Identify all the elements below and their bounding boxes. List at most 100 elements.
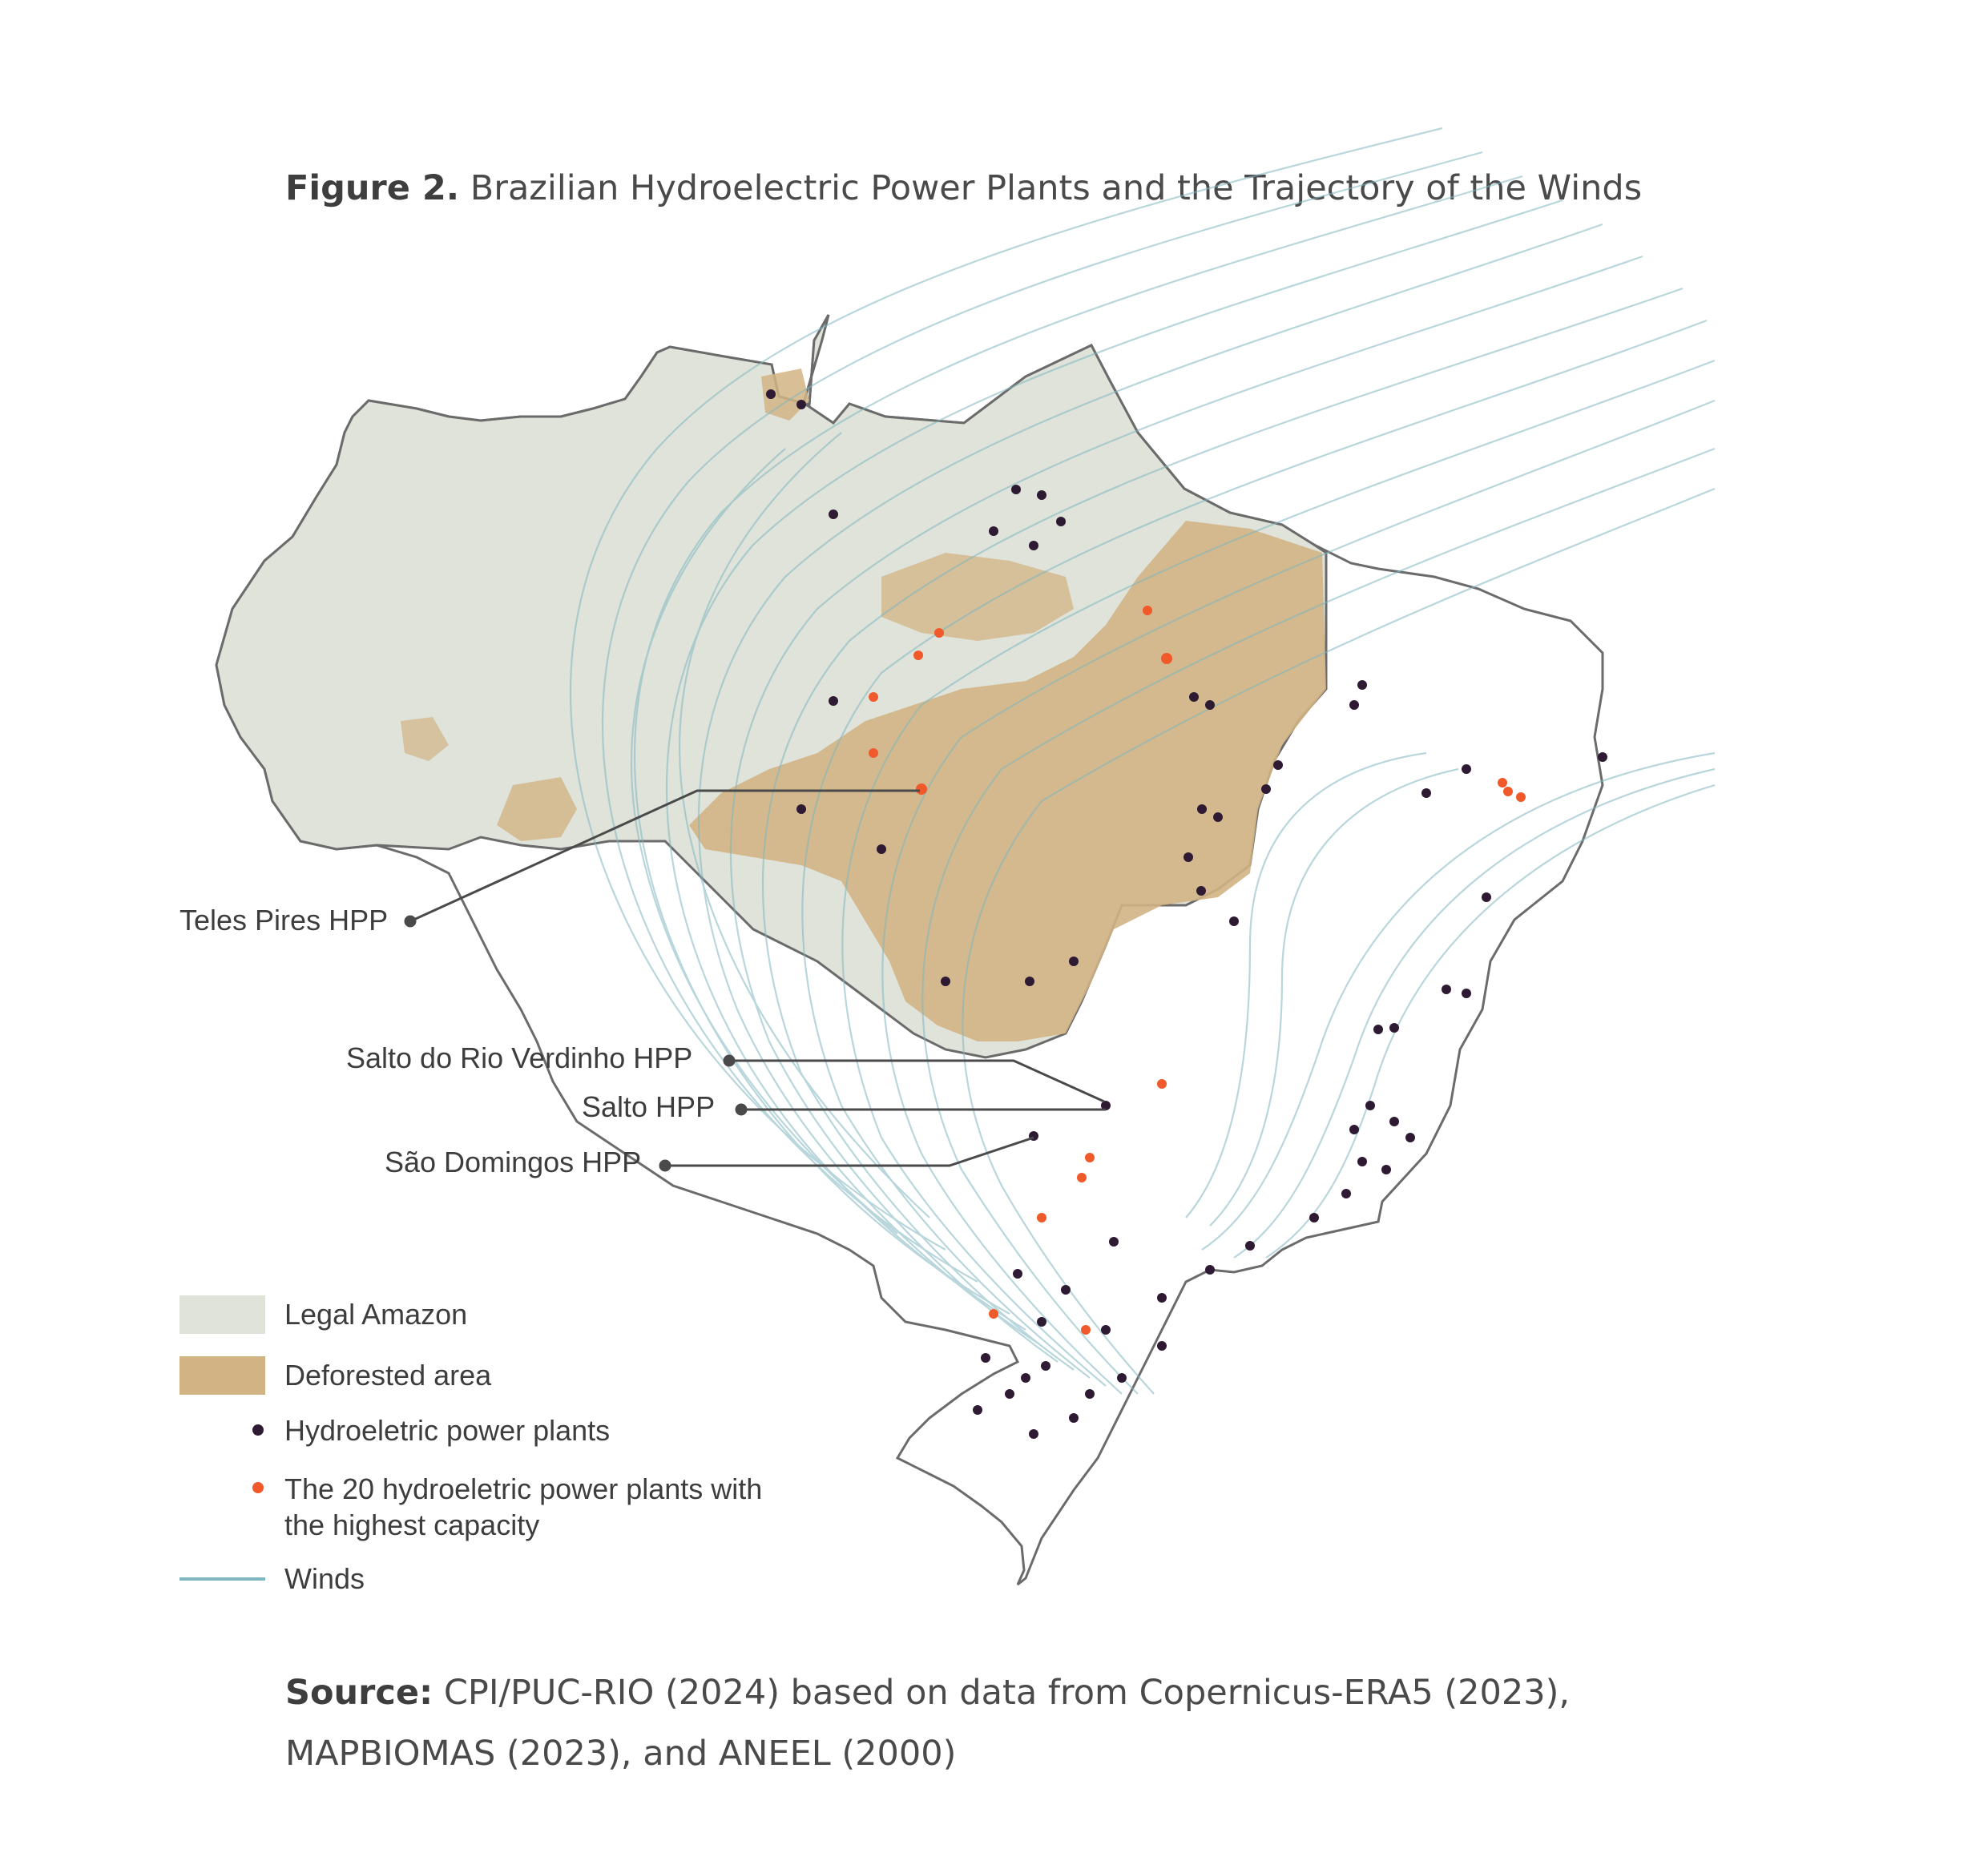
top20-marker: [1037, 1213, 1046, 1222]
callout-salto-rio-verdinho: Salto do Rio Verdinho HPP: [346, 1041, 693, 1074]
hpp-marker: [1056, 517, 1066, 526]
top20-marker: [1516, 792, 1526, 802]
wind-line: [1185, 751, 1427, 1218]
hpp-marker: [989, 526, 998, 536]
hpp-marker: [1069, 957, 1079, 966]
hpp-marker: [1421, 788, 1431, 798]
hpp-marker: [1357, 1157, 1367, 1166]
wind-line: [665, 199, 1563, 1331]
hpp-marker: [1013, 1269, 1022, 1279]
hpp-marker: [1157, 1341, 1167, 1351]
wind-line: [962, 487, 1716, 1395]
hpp-marker: [796, 400, 806, 409]
hpp-marker: [1442, 985, 1451, 994]
figure-title: Figure 2. Brazilian Hydroelectric Power …: [285, 168, 1642, 208]
hpp-marker: [1029, 1429, 1038, 1439]
callout-sao-domingos: São Domingos HPP: [385, 1146, 642, 1178]
top20-marker: [1157, 1079, 1167, 1089]
top20-marker: [1143, 606, 1152, 615]
hpp-marker: [1061, 1285, 1071, 1295]
hpp-marker: [1205, 1265, 1215, 1275]
source-text: CPI/PUC-RIO (2024) based on data from Co…: [285, 1673, 1571, 1774]
deforested-acre-patch: [401, 717, 449, 761]
hpp-marker: [1041, 1361, 1050, 1371]
hpp-marker: [1365, 1101, 1375, 1110]
top20-marker: [1077, 1173, 1087, 1182]
figure-title-text: Brazilian Hydroelectric Power Plants and…: [470, 168, 1643, 208]
callout-leaders: [404, 789, 1106, 1172]
callout-teles-pires: Teles Pires HPP: [179, 904, 389, 936]
top20-marker: [1161, 653, 1172, 664]
wind-line: [921, 447, 1716, 1395]
wind-line: [1201, 751, 1716, 1251]
legend-swatch-winds: [179, 1577, 265, 1581]
deforested-west-patch: [497, 777, 577, 841]
hpp-marker: [877, 844, 886, 854]
hpp-marker: [1037, 490, 1046, 500]
hpp-marker: [1011, 485, 1021, 494]
hpp-marker: [1005, 1389, 1014, 1399]
hpp-marker: [1273, 760, 1283, 770]
hpp-marker: [1405, 1133, 1415, 1142]
hpp-marker: [1021, 1373, 1030, 1383]
hpp-marker: [1205, 700, 1215, 710]
hpp-marker: [1069, 1413, 1079, 1423]
wind-line: [1265, 783, 1716, 1259]
hpp-marker: [1196, 886, 1206, 896]
wind-line: [801, 319, 1708, 1379]
hpp-marker: [1598, 752, 1607, 762]
deforested-arc-of-deforestation: [689, 521, 1326, 1041]
hpp-marker: [1213, 812, 1223, 822]
figure-title-prefix: Figure 2.: [285, 168, 460, 208]
hpp-marker: [1109, 1237, 1119, 1247]
hpp-marker: [1482, 892, 1491, 902]
wind-line: [761, 287, 1684, 1371]
hpp-marker: [1184, 852, 1193, 862]
wind-line: [1233, 767, 1716, 1259]
hpp-marker: [1381, 1165, 1391, 1174]
hpp-marker: [1309, 1213, 1319, 1222]
hpp-marker: [1349, 1125, 1359, 1134]
hpp-marker: [1037, 1317, 1046, 1327]
hpp-marker: [829, 696, 838, 706]
legend-label-top20-line2: the highest capacity: [284, 1508, 540, 1541]
leader-sao-domingos: [665, 1136, 1034, 1167]
hpp-marker: [981, 1353, 990, 1363]
top20-marker: [1085, 1153, 1095, 1162]
top20-marker: [1503, 787, 1513, 796]
legend-swatch-deforested: [179, 1356, 265, 1395]
wind-line: [841, 359, 1716, 1387]
hpp-marker: [796, 804, 806, 814]
source-prefix: Source:: [285, 1673, 433, 1713]
legend-label-legal-amazon: Legal Amazon: [284, 1298, 468, 1331]
hpp-marker: [1357, 680, 1367, 690]
hpp-marker: [1341, 1189, 1351, 1198]
legend-swatch-hpp: [252, 1424, 264, 1436]
hpp-marker: [1157, 1293, 1167, 1303]
leader-dot-salto-rio-verdinho: [723, 1054, 736, 1067]
hpp-marker: [1197, 804, 1207, 814]
hpp-marker: [973, 1405, 982, 1415]
leader-teles-pires: [409, 789, 920, 923]
wind-line: [678, 432, 930, 1218]
top20-marker: [1081, 1325, 1091, 1335]
hpp-marker: [766, 389, 776, 399]
hpp-marker: [829, 510, 838, 519]
legend-label-top20-line1: The 20 hydroeletric power plants with: [284, 1472, 763, 1505]
hpp-marker: [1462, 989, 1471, 998]
hpp-marker: [1462, 764, 1471, 774]
wind-line: [881, 399, 1716, 1395]
top20-marker: [916, 783, 927, 795]
legend-swatch-top20: [252, 1482, 264, 1493]
wind-streamlines: [569, 127, 1716, 1395]
top20-marker: [989, 1309, 998, 1319]
hpp-marker: [1101, 1325, 1111, 1335]
leader-dot-salto: [735, 1103, 748, 1116]
hpp-marker: [1389, 1117, 1399, 1126]
deforested-roraima-patch: [761, 369, 809, 421]
hpp-marker: [1029, 541, 1038, 550]
hpp-marker: [1025, 977, 1034, 986]
leader-salto-rio-verdinho: [729, 1059, 1105, 1103]
top20-marker: [1498, 778, 1507, 787]
